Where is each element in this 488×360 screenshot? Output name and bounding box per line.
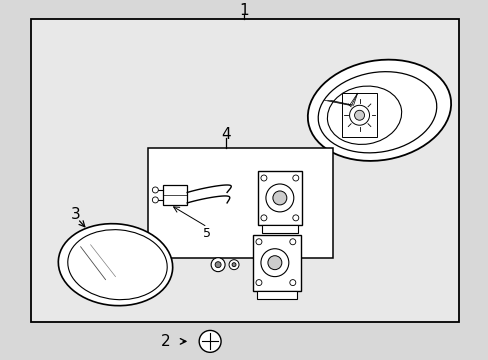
Bar (258, 171, 301, 225)
Text: 1: 1 (239, 3, 248, 18)
Bar (341, 93, 377, 137)
Circle shape (232, 263, 236, 267)
Circle shape (255, 280, 262, 285)
Ellipse shape (307, 60, 450, 161)
Circle shape (292, 215, 298, 221)
Text: 3: 3 (71, 207, 81, 222)
Circle shape (261, 249, 288, 276)
Ellipse shape (318, 72, 436, 153)
Ellipse shape (68, 230, 167, 300)
Circle shape (289, 239, 295, 245)
Circle shape (289, 280, 295, 285)
Circle shape (152, 197, 158, 203)
Circle shape (292, 175, 298, 181)
Circle shape (261, 175, 266, 181)
Circle shape (265, 184, 293, 212)
Bar (31, 19, 458, 323)
Bar (262, 225, 297, 233)
Text: 4: 4 (221, 127, 230, 142)
Circle shape (272, 191, 286, 205)
Circle shape (211, 258, 224, 272)
Text: 2: 2 (160, 334, 170, 349)
Text: 5: 5 (203, 227, 211, 240)
Bar (148, 148, 332, 258)
Circle shape (152, 187, 158, 193)
Circle shape (261, 215, 266, 221)
Ellipse shape (58, 224, 172, 306)
Circle shape (228, 260, 239, 270)
Circle shape (354, 110, 364, 120)
Circle shape (215, 262, 221, 268)
Ellipse shape (327, 86, 401, 144)
Circle shape (349, 105, 369, 125)
Circle shape (255, 239, 262, 245)
Circle shape (199, 330, 221, 352)
Bar (256, 291, 296, 298)
Circle shape (267, 256, 281, 270)
Bar (252, 235, 300, 291)
Bar (163, 185, 187, 205)
